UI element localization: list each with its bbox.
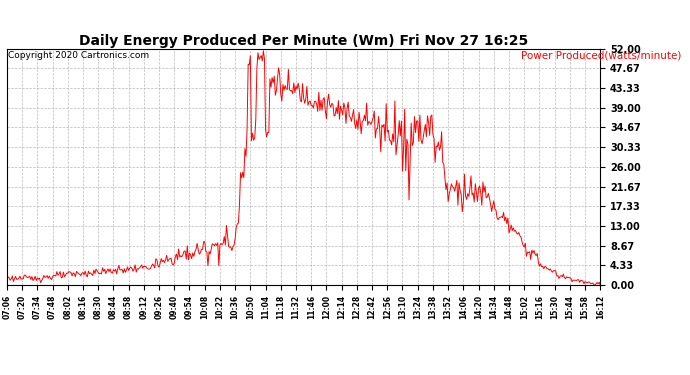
Title: Daily Energy Produced Per Minute (Wm) Fri Nov 27 16:25: Daily Energy Produced Per Minute (Wm) Fr… [79,34,529,48]
Text: Copyright 2020 Cartronics.com: Copyright 2020 Cartronics.com [8,51,150,60]
Text: Power Produced(watts/minute): Power Produced(watts/minute) [522,51,682,61]
